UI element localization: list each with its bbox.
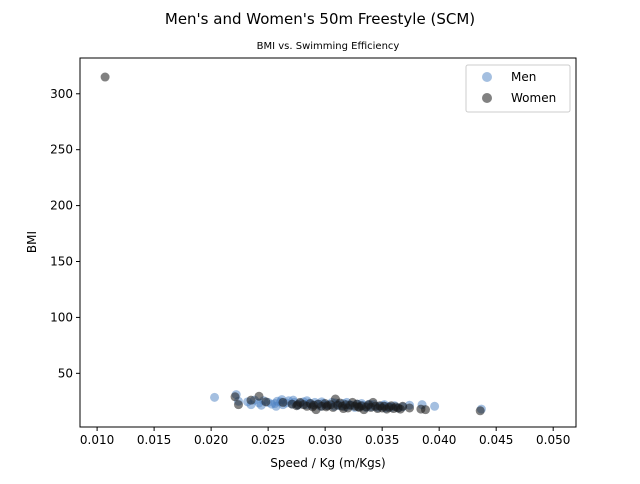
legend-marker-men xyxy=(482,72,492,82)
data-point-women-59 xyxy=(353,402,363,412)
y-tick-label: 200 xyxy=(50,199,73,213)
data-point-women-1 xyxy=(230,392,240,402)
legend: Men Women xyxy=(465,64,571,113)
x-axis-ticks: 0.010 0.015 0.020 0.025 0.030 0.035 0.040 0.045… xyxy=(80,427,570,447)
data-point-women-53 xyxy=(420,405,430,415)
data-point-women-57 xyxy=(321,402,331,412)
y-axis-label: BMI xyxy=(25,231,39,253)
y-tick-label: 50 xyxy=(58,366,73,380)
data-point-women-5 xyxy=(261,397,271,407)
data-point-women-55 xyxy=(293,400,303,410)
y-tick-label: 250 xyxy=(50,143,73,157)
data-point-women-50 xyxy=(398,401,408,411)
data-point-women-4 xyxy=(254,391,264,401)
legend-label-women: Women xyxy=(511,91,556,105)
data-point-women-54 xyxy=(475,406,485,416)
x-tick-label: 0.015 xyxy=(137,433,171,447)
y-tick-label: 150 xyxy=(50,255,73,269)
x-tick-label: 0.040 xyxy=(422,433,456,447)
x-tick-label: 0.010 xyxy=(80,433,114,447)
data-point-women-6 xyxy=(278,397,288,407)
data-point-women-0 xyxy=(100,72,110,82)
chart-subtitle: BMI vs. Swimming Efficiency xyxy=(257,41,400,52)
y-tick-label: 100 xyxy=(50,310,73,324)
x-axis-label: Speed / Kg (m/Kgs) xyxy=(270,456,385,470)
data-point-women-2 xyxy=(233,400,243,410)
x-tick-label: 0.030 xyxy=(308,433,342,447)
chart-title: Men's and Women's 50m Freestyle (SCM) xyxy=(165,10,475,28)
x-tick-label: 0.050 xyxy=(536,433,570,447)
legend-label-men: Men xyxy=(511,70,536,84)
data-point-men-69 xyxy=(271,401,281,411)
data-point-women-56 xyxy=(308,402,318,412)
plot-area-frame xyxy=(79,57,577,428)
y-tick-label: 300 xyxy=(50,87,73,101)
legend-box xyxy=(465,64,571,113)
points-layer xyxy=(100,72,486,416)
data-point-women-51 xyxy=(405,403,415,413)
y-axis-ticks: 50 100 150 200 250 300 xyxy=(50,87,80,380)
x-tick-label: 0.025 xyxy=(251,433,285,447)
x-tick-label: 0.035 xyxy=(365,433,399,447)
data-point-women-58 xyxy=(338,404,348,414)
data-point-men-57 xyxy=(430,401,440,411)
x-tick-label: 0.045 xyxy=(479,433,513,447)
x-tick-label: 0.020 xyxy=(194,433,228,447)
data-point-men-0 xyxy=(210,392,220,402)
legend-marker-women xyxy=(482,93,492,103)
data-point-women-3 xyxy=(246,395,256,405)
